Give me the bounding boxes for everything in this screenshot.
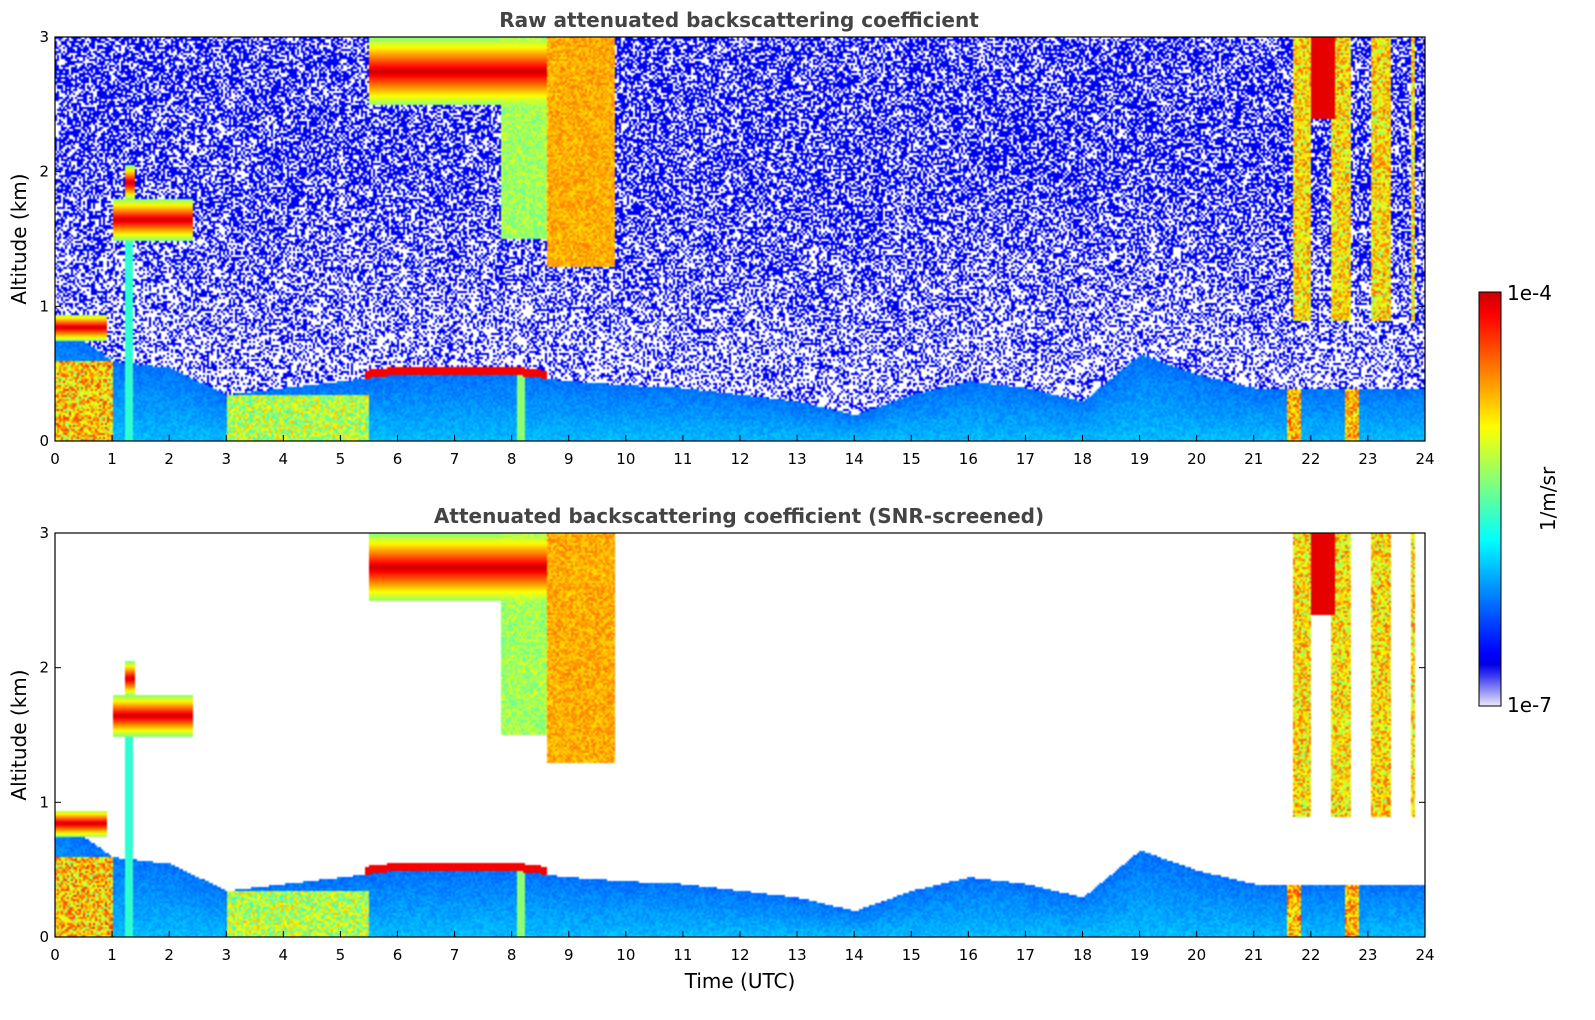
x-tick-label: 1 <box>107 450 117 468</box>
raw-backscatter-heatmap <box>55 37 1425 441</box>
raw-backscatter-panel: Raw attenuated backscattering coefficien… <box>7 8 1435 468</box>
x-tick-label: 18 <box>1073 450 1092 468</box>
x-tick-label: 22 <box>1301 946 1320 964</box>
x-tick-label: 4 <box>279 946 289 964</box>
x-tick-label: 11 <box>673 946 692 964</box>
x-tick-label: 7 <box>450 946 460 964</box>
x-tick-label: 9 <box>564 946 574 964</box>
x-tick-label: 1 <box>107 946 117 964</box>
x-tick-label: 20 <box>1187 946 1206 964</box>
x-tick-label: 3 <box>221 450 231 468</box>
x-axis-ticks: 0 1 2 3 4 5 6 7 8 9 10 11 12 13 14 15 16 17 18 19 20 21 22 23 24 <box>50 435 1435 468</box>
screened-backscatter-heatmap <box>55 533 1425 937</box>
x-tick-label: 13 <box>788 946 807 964</box>
x-tick-label: 23 <box>1358 946 1377 964</box>
x-tick-label: 9 <box>564 450 574 468</box>
x-tick-label: 18 <box>1073 946 1092 964</box>
y-tick-label: 2 <box>39 659 49 677</box>
x-tick-label: 16 <box>959 946 978 964</box>
x-tick-label: 10 <box>616 946 635 964</box>
x-tick-label: 19 <box>1130 450 1149 468</box>
x-tick-label: 24 <box>1415 450 1434 468</box>
x-tick-label: 4 <box>279 450 289 468</box>
colorbar-gradient <box>1478 291 1502 707</box>
x-tick-label: 21 <box>1244 450 1263 468</box>
y-tick-label: 0 <box>39 928 49 946</box>
y-tick-label: 2 <box>39 163 49 181</box>
x-tick-label: 16 <box>959 450 978 468</box>
x-tick-label: 5 <box>336 946 346 964</box>
x-tick-label: 15 <box>902 450 921 468</box>
y-axis-ticks: 0 1 2 3 <box>39 524 1425 946</box>
y-axis-ticks: 0 1 2 3 <box>39 28 1425 450</box>
x-tick-label: 12 <box>730 450 749 468</box>
x-tick-label: 17 <box>1016 946 1035 964</box>
x-tick-label: 10 <box>616 450 635 468</box>
x-tick-label: 24 <box>1415 946 1434 964</box>
x-tick-label: 19 <box>1130 946 1149 964</box>
x-tick-label: 22 <box>1301 450 1320 468</box>
y-tick-label: 0 <box>39 432 49 450</box>
x-axis-label: Time (UTC) <box>684 969 796 993</box>
x-tick-label: 2 <box>164 450 174 468</box>
x-tick-label: 3 <box>221 946 231 964</box>
x-tick-label: 2 <box>164 946 174 964</box>
x-tick-label: 13 <box>788 450 807 468</box>
x-tick-label: 6 <box>393 450 403 468</box>
x-tick-label: 14 <box>845 946 864 964</box>
x-tick-label: 15 <box>902 946 921 964</box>
x-tick-label: 14 <box>845 450 864 468</box>
x-tick-label: 7 <box>450 450 460 468</box>
x-tick-label: 21 <box>1244 946 1263 964</box>
colorbar-min-label: 1e-7 <box>1507 693 1552 717</box>
y-axis-label: Altitude (km) <box>7 173 31 304</box>
x-tick-label: 8 <box>507 450 517 468</box>
x-tick-label: 20 <box>1187 450 1206 468</box>
screened-backscatter-panel: Attenuated backscattering coefficient (S… <box>7 504 1435 993</box>
x-tick-label: 0 <box>50 450 60 468</box>
x-tick-label: 12 <box>730 946 749 964</box>
x-axis-ticks: 0 1 2 3 4 5 6 7 8 9 10 11 12 13 14 15 16 17 18 19 20 21 22 23 24 <box>50 931 1435 964</box>
x-tick-label: 6 <box>393 946 403 964</box>
x-tick-label: 8 <box>507 946 517 964</box>
y-axis-label: Altitude (km) <box>7 669 31 800</box>
colorbar-max-label: 1e-4 <box>1507 281 1552 305</box>
colorbar-unit-label: 1/m/sr <box>1536 466 1560 531</box>
x-tick-label: 0 <box>50 946 60 964</box>
x-tick-label: 11 <box>673 450 692 468</box>
y-tick-label: 3 <box>39 28 49 46</box>
colorbar: 1e-4 1e-7 1/m/sr <box>1478 281 1560 717</box>
x-tick-label: 23 <box>1358 450 1377 468</box>
panel-title: Attenuated backscattering coefficient (S… <box>434 504 1044 528</box>
x-tick-label: 17 <box>1016 450 1035 468</box>
x-tick-label: 5 <box>336 450 346 468</box>
y-tick-label: 1 <box>39 793 49 811</box>
panel-title: Raw attenuated backscattering coefficien… <box>499 8 979 32</box>
y-tick-label: 1 <box>39 297 49 315</box>
y-tick-label: 3 <box>39 524 49 542</box>
